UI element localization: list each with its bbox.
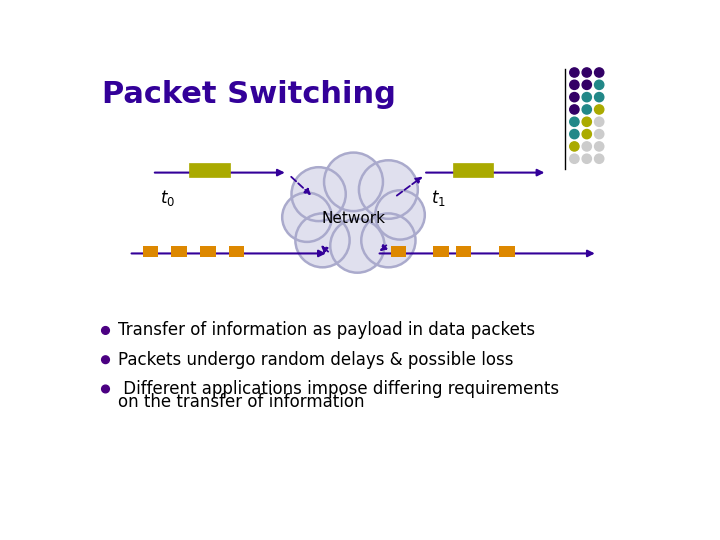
Circle shape — [595, 105, 604, 114]
Text: Packets undergo random delays & possible loss: Packets undergo random delays & possible… — [118, 350, 513, 369]
Bar — [229, 246, 244, 256]
Circle shape — [595, 154, 604, 164]
Circle shape — [361, 213, 415, 267]
Circle shape — [570, 105, 579, 114]
Bar — [171, 246, 187, 256]
Circle shape — [595, 92, 604, 102]
Circle shape — [570, 154, 579, 164]
Bar — [200, 246, 215, 256]
Circle shape — [309, 170, 398, 260]
Circle shape — [582, 142, 591, 151]
Text: Packet Switching: Packet Switching — [102, 79, 395, 109]
Circle shape — [595, 80, 604, 90]
Circle shape — [292, 167, 346, 221]
Circle shape — [595, 142, 604, 151]
Circle shape — [102, 385, 109, 393]
Circle shape — [595, 68, 604, 77]
Text: Different applications impose differing requirements: Different applications impose differing … — [118, 380, 559, 398]
Text: Transfer of information as payload in data packets: Transfer of information as payload in da… — [118, 321, 535, 340]
Circle shape — [359, 160, 418, 219]
Circle shape — [582, 154, 591, 164]
Circle shape — [582, 92, 591, 102]
Bar — [499, 246, 515, 256]
Bar — [391, 246, 406, 256]
Circle shape — [570, 68, 579, 77]
Text: $t_0$: $t_0$ — [160, 188, 175, 208]
Circle shape — [102, 356, 109, 363]
Circle shape — [595, 130, 604, 139]
Circle shape — [570, 92, 579, 102]
Bar — [456, 246, 472, 256]
Circle shape — [282, 193, 332, 242]
Text: Network: Network — [322, 211, 385, 226]
Bar — [453, 164, 493, 177]
Circle shape — [582, 130, 591, 139]
Circle shape — [582, 105, 591, 114]
Circle shape — [582, 68, 591, 77]
Circle shape — [570, 80, 579, 90]
Circle shape — [582, 80, 591, 90]
Circle shape — [324, 153, 383, 211]
Circle shape — [595, 117, 604, 126]
Circle shape — [102, 327, 109, 334]
Text: $t_1$: $t_1$ — [431, 188, 446, 208]
Circle shape — [570, 142, 579, 151]
Bar — [433, 246, 449, 256]
Circle shape — [375, 190, 425, 240]
Bar — [143, 246, 158, 256]
Text: on the transfer of information: on the transfer of information — [118, 393, 364, 411]
Circle shape — [330, 219, 384, 273]
Bar — [189, 164, 230, 177]
Circle shape — [570, 130, 579, 139]
Circle shape — [582, 117, 591, 126]
Circle shape — [570, 117, 579, 126]
Circle shape — [295, 213, 350, 267]
